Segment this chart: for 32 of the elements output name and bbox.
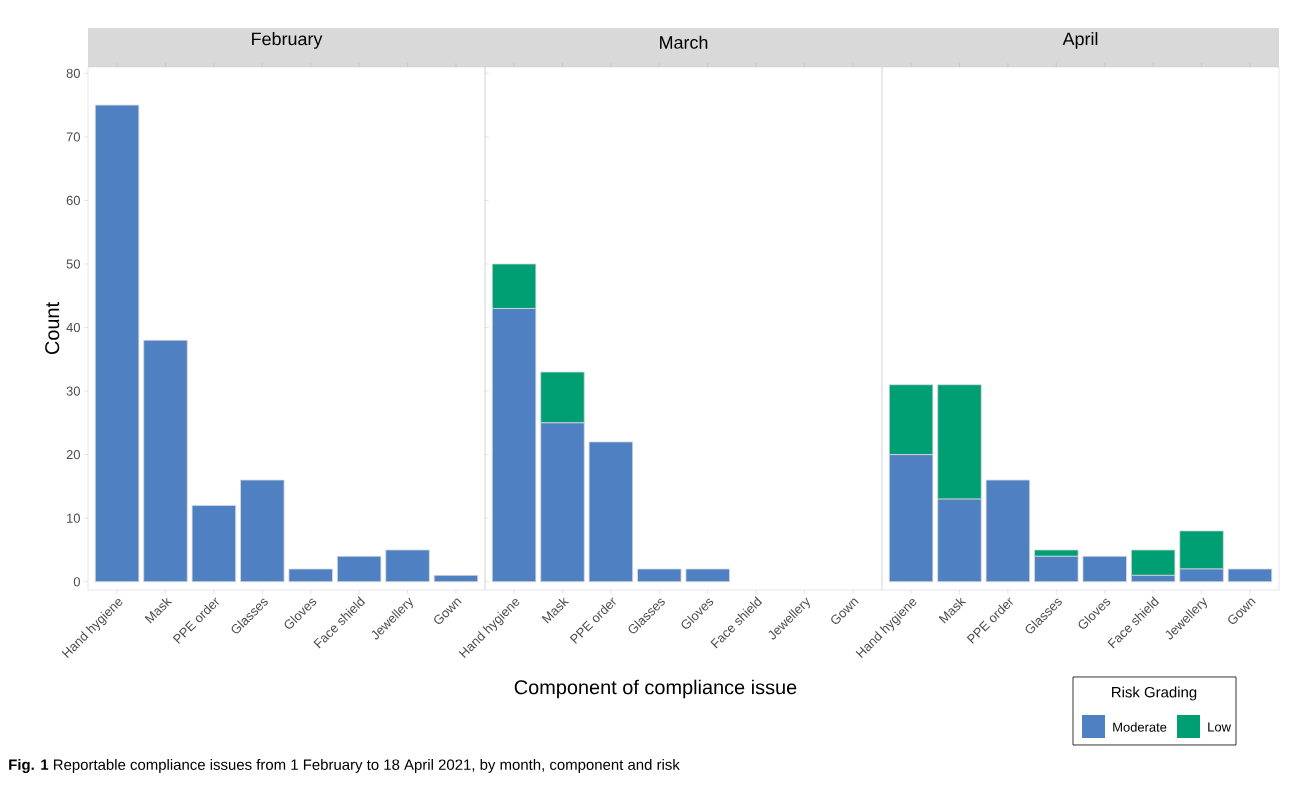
legend-title: Risk Grading <box>1112 686 1197 701</box>
bar <box>685 568 730 583</box>
y-tick-label: 60 <box>66 195 80 206</box>
legend-label: Moderate <box>1113 722 1167 732</box>
y-tick-label: 0 <box>73 577 80 587</box>
bar <box>433 574 479 583</box>
y-axis-title: Count <box>45 302 60 355</box>
y-tick-label: 20 <box>66 450 80 460</box>
y-tick-label: 50 <box>66 259 80 269</box>
bar <box>143 339 188 583</box>
bar <box>637 568 682 583</box>
y-tick-label: 40 <box>66 322 80 333</box>
bar <box>1082 555 1127 583</box>
text: Fig. 1 Reportable compliance issues from 1 February to 18 April 2021, by month, component and risk <box>9 758 680 773</box>
bar <box>94 104 140 583</box>
bar <box>191 505 237 583</box>
y-tick-label: 80 <box>66 68 80 78</box>
y-tick-label: 30 <box>66 386 80 396</box>
chart-title: March <box>660 35 708 49</box>
bar <box>1227 568 1273 583</box>
legend-label: Low <box>1208 722 1231 732</box>
bar <box>288 568 333 583</box>
bar <box>336 555 382 583</box>
y-tick-label: 70 <box>66 132 80 142</box>
bar <box>385 549 430 583</box>
chart-title: February <box>252 32 323 49</box>
bar <box>588 441 634 583</box>
x-axis-title: Component of compliance issue <box>514 679 797 699</box>
y-tick-label: 10 <box>67 513 80 523</box>
bar <box>240 479 285 583</box>
chart-title: April <box>1062 32 1098 49</box>
bar <box>985 479 1031 583</box>
